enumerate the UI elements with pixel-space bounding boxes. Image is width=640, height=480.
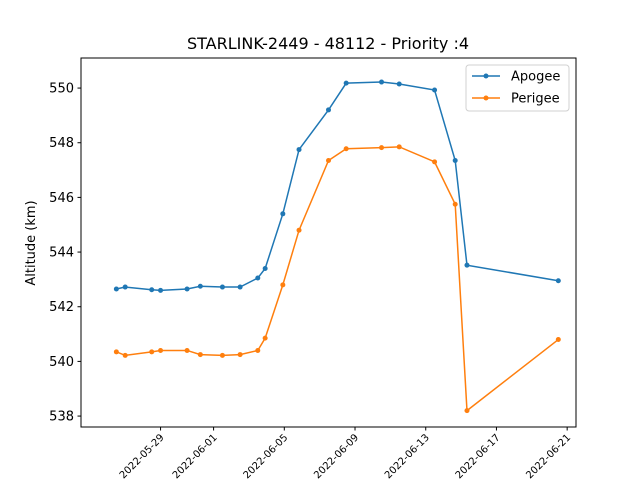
- y-tick-label: 540: [49, 355, 74, 370]
- x-tick-label: 2022-06-05: [242, 432, 291, 480]
- perigee-point-14: [379, 145, 385, 151]
- apogee-point-2: [149, 287, 155, 293]
- apogee-point-11: [296, 147, 302, 153]
- legend-perigee-marker: [483, 95, 489, 101]
- apogee-point-4: [184, 286, 190, 292]
- apogee-point-5: [197, 283, 203, 289]
- perigee-point-6: [219, 352, 225, 358]
- y-tick-label: 550: [49, 82, 74, 97]
- apogee-point-18: [464, 262, 470, 268]
- perigee-point-13: [343, 146, 349, 152]
- apogee-point-7: [237, 284, 243, 290]
- perigee-point-15: [396, 144, 402, 150]
- perigee-point-17: [452, 201, 458, 207]
- apogee-point-3: [158, 287, 164, 293]
- perigee-point-12: [326, 158, 331, 163]
- perigee-point-18: [464, 408, 470, 414]
- y-tick-label: 546: [49, 191, 74, 206]
- apogee-point-16: [432, 87, 438, 93]
- perigee-line: [116, 146, 559, 413]
- perigee-point-10: [280, 282, 286, 288]
- x-axis: 2022-05-29 2022-06-01 2022-06-05 2022-06-09…: [118, 427, 573, 480]
- y-tick-label: 544: [49, 246, 74, 261]
- x-tick-label: 2022-06-09: [312, 432, 361, 480]
- x-tick-label: 2022-05-29: [118, 432, 167, 480]
- apogee-point-14: [379, 79, 385, 85]
- apogee-line: [116, 81, 559, 292]
- x-tick-label: 2022-06-01: [171, 432, 220, 480]
- perigee-point-5: [197, 352, 203, 358]
- perigee-point-1: [122, 352, 128, 358]
- perigee-point-4: [184, 347, 190, 353]
- apogee-point-17: [452, 158, 458, 163]
- apogee-point-12: [326, 107, 331, 113]
- y-axis-label: Altitude (km): [24, 200, 39, 285]
- apogee-point-9: [262, 265, 268, 271]
- perigee-point-9: [262, 335, 268, 341]
- perigee-point-0: [113, 349, 119, 355]
- apogee-point-8: [255, 275, 261, 281]
- legend-perigee-label: Perigee: [511, 92, 560, 107]
- perigee-point-3: [158, 347, 164, 353]
- x-tick-label: 2022-06-13: [383, 432, 432, 480]
- apogee-point-6: [219, 284, 225, 290]
- perigee-point-11: [296, 227, 302, 233]
- apogee-point-19: [555, 278, 561, 284]
- perigee-point-16: [432, 159, 438, 165]
- perigee-point-7: [237, 352, 243, 358]
- apogee-point-13: [343, 80, 349, 86]
- apogee-point-15: [396, 81, 402, 87]
- apogee-point-1: [122, 284, 128, 290]
- apogee-point-0: [113, 286, 119, 292]
- apogee-point-10: [280, 211, 286, 217]
- y-tick-label: 548: [49, 136, 74, 151]
- perigee-point-2: [149, 349, 155, 355]
- legend-apogee-label: Apogee: [511, 70, 560, 85]
- chart-title: STARLINK-2449 - 48112 - Priority :4: [187, 34, 469, 53]
- perigee-point-19: [555, 337, 561, 343]
- x-tick-label: 2022-06-21: [524, 432, 573, 480]
- legend: Apogee Perigee: [465, 64, 570, 112]
- y-tick-label: 542: [49, 300, 74, 315]
- plot-area: [113, 79, 561, 414]
- x-tick-label: 2022-06-17: [454, 432, 503, 480]
- y-axis: 538 540 542 544 546 548 550: [49, 82, 81, 425]
- perigee-point-8: [255, 347, 261, 353]
- y-tick-label: 538: [49, 410, 74, 425]
- legend-apogee-marker: [483, 73, 489, 79]
- axes-frame: [80, 57, 577, 428]
